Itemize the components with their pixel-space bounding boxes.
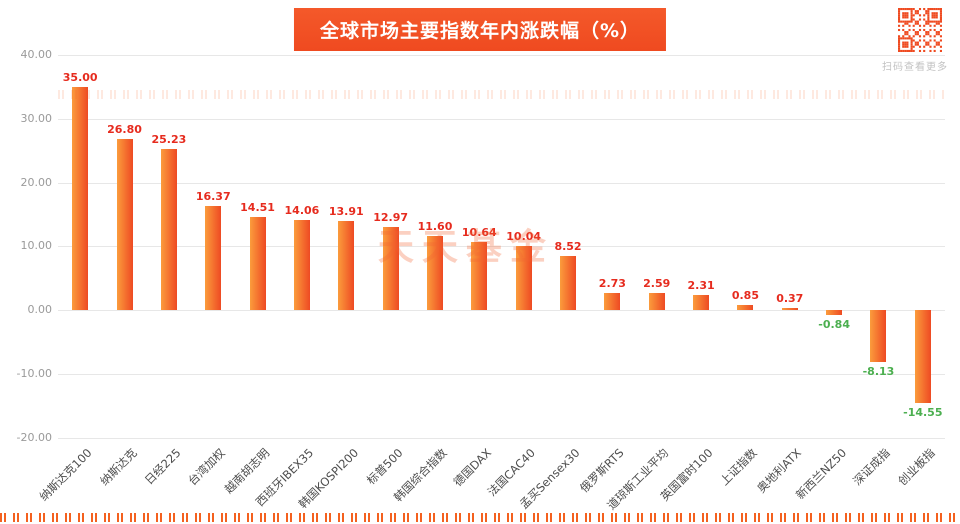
bar-value-label: 25.23 bbox=[151, 133, 187, 147]
chart-title-banner: 全球市场主要指数年内涨跌幅（%） bbox=[293, 8, 667, 51]
bar-value-label: -0.84 bbox=[818, 318, 850, 332]
bar bbox=[560, 255, 577, 310]
chart-title: 全球市场主要指数年内涨跌幅（%） bbox=[319, 20, 641, 42]
bar bbox=[72, 86, 89, 310]
bar-value-label: 0.85 bbox=[731, 288, 759, 302]
bar bbox=[338, 221, 355, 310]
y-tick-label: -20.00 bbox=[16, 430, 52, 444]
qr-caption: 扫码查看更多 bbox=[882, 62, 948, 73]
bar-value-label: -14.55 bbox=[903, 405, 943, 419]
bar-value-label: 26.80 bbox=[107, 123, 142, 137]
bar bbox=[737, 304, 754, 310]
x-category-label-text: 台湾加权 bbox=[185, 445, 228, 488]
bar-value-label: -8.13 bbox=[862, 364, 895, 378]
bar-value-label: 14.51 bbox=[240, 201, 275, 215]
grid-line bbox=[58, 310, 945, 311]
bar bbox=[693, 295, 710, 310]
y-tick-label: 40.00 bbox=[20, 48, 53, 61]
bar bbox=[249, 217, 266, 310]
bar bbox=[382, 227, 399, 310]
bar bbox=[293, 220, 310, 310]
bar bbox=[826, 310, 843, 316]
bar-value-label: 35.00 bbox=[62, 70, 98, 84]
qr-code-svg bbox=[898, 8, 942, 52]
grid-line bbox=[58, 55, 945, 56]
qr-code-icon bbox=[898, 8, 942, 52]
y-tick-label: 20.00 bbox=[20, 175, 53, 189]
y-tick-label: -10.00 bbox=[16, 366, 52, 380]
grid-line bbox=[58, 246, 945, 248]
watermark-strip bbox=[58, 90, 945, 99]
y-tick-label: 10.00 bbox=[20, 239, 53, 253]
bar-value-label: 2.73 bbox=[598, 276, 626, 290]
bar bbox=[426, 236, 443, 310]
x-category-label-text: 创业板指 bbox=[894, 445, 938, 488]
footer-strip bbox=[0, 513, 960, 522]
bar-value-label: 10.64 bbox=[461, 226, 497, 240]
bar bbox=[781, 307, 798, 310]
grid-line bbox=[58, 182, 945, 184]
bar bbox=[116, 139, 133, 310]
x-category-label-text: 深证成指 bbox=[850, 445, 894, 488]
bar-value-label: 14.06 bbox=[284, 204, 320, 218]
x-category-label-text: 上证指数 bbox=[717, 445, 761, 488]
x-category-label-text: 纳斯达克 bbox=[96, 445, 140, 488]
y-tick-label: 30.00 bbox=[20, 111, 53, 125]
bar bbox=[205, 205, 222, 310]
grid-line bbox=[58, 437, 945, 439]
bar-value-label: 0.37 bbox=[776, 291, 804, 305]
bar-value-label: 11.60 bbox=[417, 220, 453, 234]
bar bbox=[604, 292, 621, 310]
grid-line bbox=[58, 373, 945, 375]
bar bbox=[648, 293, 665, 310]
bar bbox=[870, 310, 887, 362]
bar bbox=[471, 242, 488, 310]
bar bbox=[160, 149, 177, 310]
bar bbox=[914, 310, 931, 403]
x-category-label-text: 纳斯达克100 bbox=[36, 445, 95, 504]
bar-value-label: 8.52 bbox=[554, 239, 582, 253]
bar-value-label: 10.04 bbox=[506, 229, 542, 243]
bar-value-label: 13.91 bbox=[328, 205, 364, 219]
grid-line bbox=[58, 118, 945, 120]
bar-value-label: 16.37 bbox=[195, 189, 231, 203]
bar-value-label: 2.31 bbox=[687, 279, 715, 293]
bar bbox=[515, 245, 532, 310]
y-tick-label: 0.00 bbox=[27, 303, 53, 316]
bar-value-label: 2.59 bbox=[643, 277, 671, 291]
bar-value-label: 12.97 bbox=[373, 211, 409, 225]
x-category-label-text: 标普500 bbox=[363, 445, 406, 487]
x-category-label-text: 日经225 bbox=[141, 445, 184, 487]
